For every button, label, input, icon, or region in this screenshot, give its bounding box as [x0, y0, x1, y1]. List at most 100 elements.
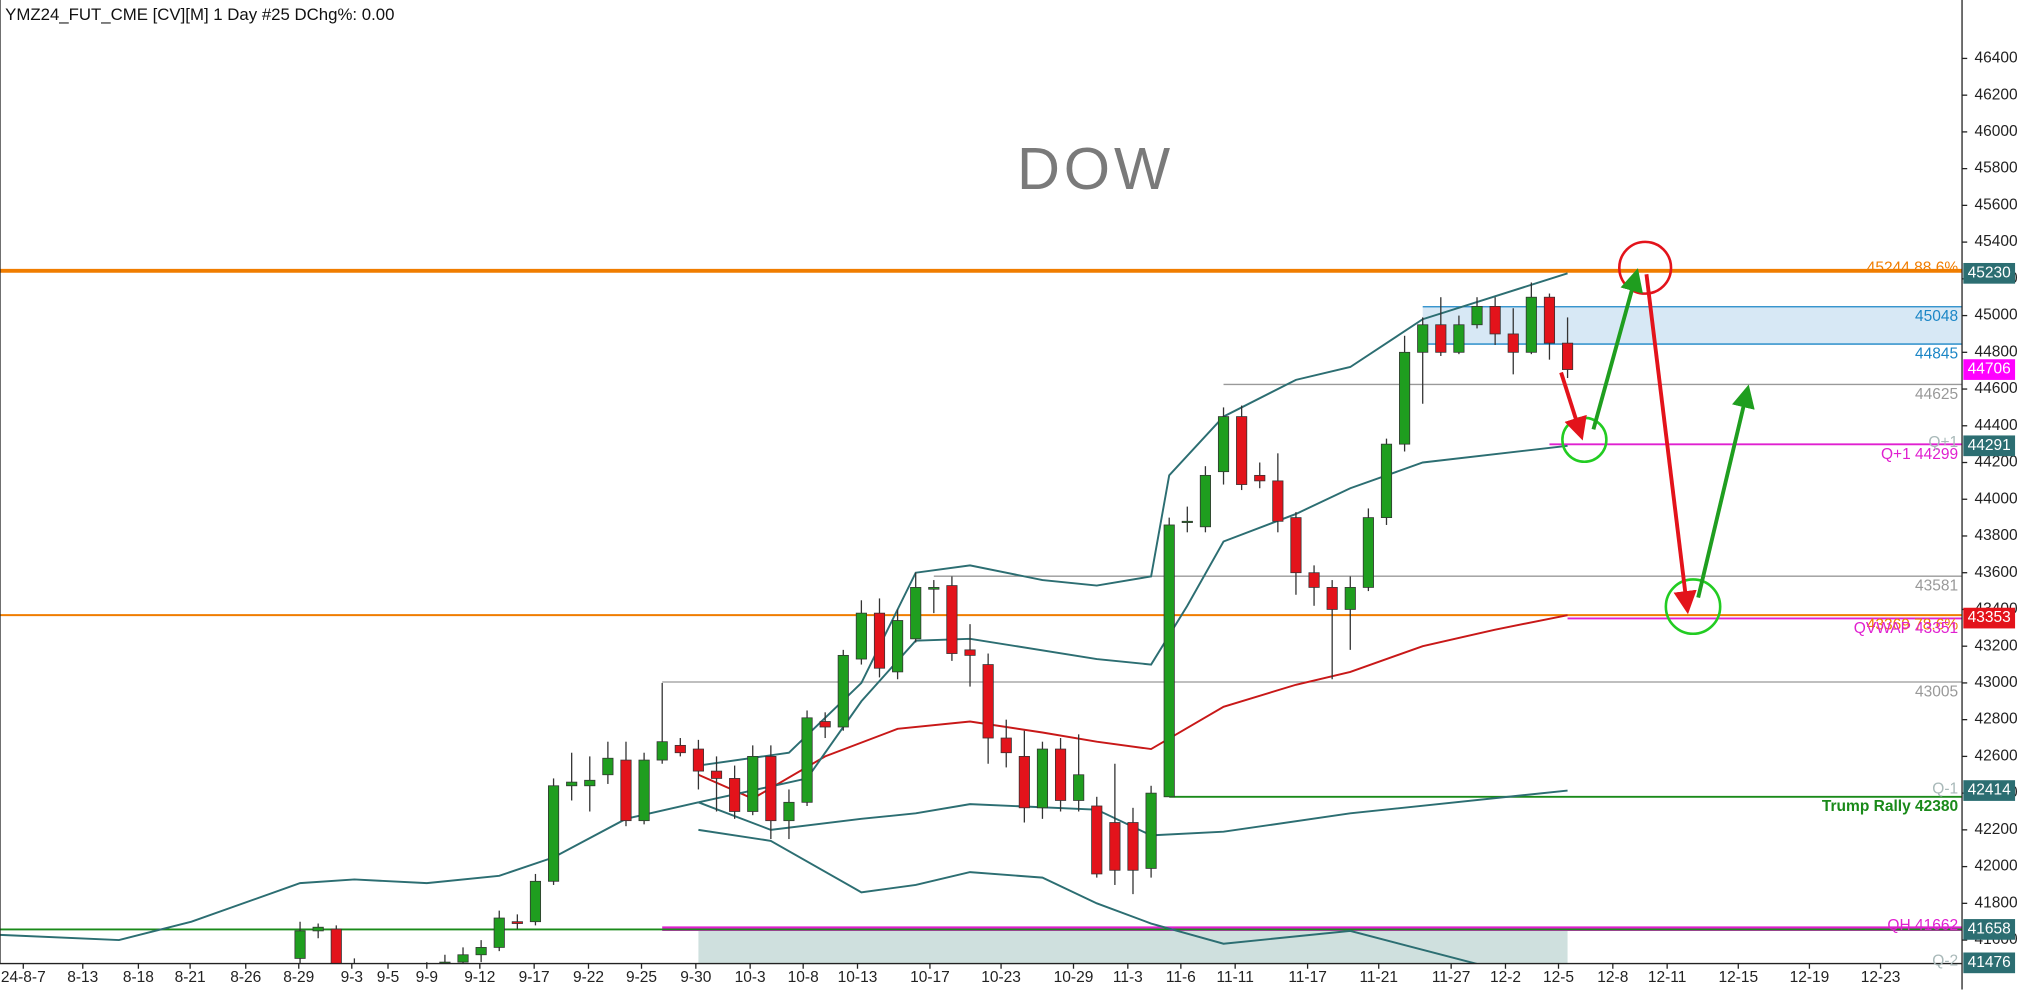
candle-body: [1127, 822, 1139, 871]
x-tick-label: 10-29: [1054, 969, 1094, 986]
candle-body: [710, 770, 723, 779]
candle-body: [584, 779, 596, 787]
candle-body: [1435, 324, 1447, 353]
candle-body: [873, 612, 886, 669]
candle-body: [1091, 805, 1103, 875]
x-tick-label: 9-12: [464, 969, 495, 986]
candle-body: [1036, 748, 1049, 809]
overlay-line: [698, 272, 1568, 767]
candle-body: [1018, 756, 1030, 809]
price-tag-label: 44706: [1968, 361, 2011, 378]
x-tick-label: 8-13: [67, 969, 98, 986]
candle-body: [1217, 416, 1230, 473]
y-tick-label: 46400: [1974, 50, 2018, 67]
x-tick-label: 9-5: [377, 969, 399, 986]
price-tag: [1963, 262, 2016, 284]
price-tag-label: 45230: [1968, 264, 2012, 281]
price-tag-label: 44291: [1968, 437, 2011, 454]
level-label: 43005: [1915, 683, 1958, 700]
price-tag: [1963, 607, 2016, 629]
candle-body: [1417, 324, 1429, 353]
quarter-tag: Q-2: [1932, 953, 1958, 970]
price-tag: [1963, 952, 2016, 974]
level-label: 45244 88.6%: [1867, 259, 1959, 276]
price-tag-label: 42414: [1968, 782, 2012, 799]
candle-body: [312, 926, 324, 932]
candle-body: [566, 781, 578, 787]
candle-body: [1525, 296, 1537, 353]
watermark: DOW: [1017, 135, 1174, 202]
x-tick-label: 12-2: [1490, 969, 1521, 986]
y-tick-label: 45000: [1974, 307, 2018, 324]
price-tag-label: 41476: [1968, 954, 2011, 971]
candle-body: [1308, 572, 1320, 588]
candle-body: [855, 612, 867, 660]
y-tick-label: 43600: [1974, 564, 2018, 581]
level-label: 43369 78.6%: [1867, 617, 1959, 634]
candle-body: [910, 587, 922, 640]
level-label: 44845: [1915, 345, 1958, 362]
x-tick-label: 24-8-7: [1, 969, 46, 986]
price-tag-label: 43353: [1968, 609, 2011, 626]
x-tick-label: 8-21: [175, 969, 206, 986]
candle-body: [294, 930, 306, 959]
x-tick-label: 11-6: [1166, 969, 1196, 986]
candle-body: [892, 620, 904, 673]
candle-body: [1272, 480, 1284, 522]
level-label: QVWAP 43351: [1854, 620, 1958, 637]
zone: [1422, 306, 1963, 345]
candle-body: [765, 756, 777, 822]
candle-body: [1399, 351, 1411, 445]
level-label: 44625: [1915, 386, 1958, 403]
y-tick-label: 45600: [1974, 196, 2018, 213]
y-tick-label: 44600: [1974, 380, 2018, 397]
y-tick-label: 44400: [1974, 417, 2018, 434]
candle-body: [1543, 296, 1556, 344]
price-tag: [1963, 435, 2016, 457]
chart-title: YMZ24_FUT_CME [CV][M] 1 Day #25 DChg%: 0…: [5, 5, 394, 24]
x-tick-label: 8-18: [123, 969, 154, 986]
x-tick-label: 10-17: [910, 969, 950, 986]
candle-body: [1561, 342, 1574, 370]
candle-body: [692, 748, 704, 772]
level-label: 43581: [1915, 578, 1958, 595]
candle-body: [475, 947, 487, 956]
overlay-line: [698, 614, 1568, 800]
x-tick-label: 11-11: [1216, 969, 1253, 986]
candle-body: [547, 785, 560, 882]
price-tag: [1963, 359, 2016, 380]
x-tick-label: 11-27: [1432, 969, 1471, 986]
x-tick-label: 12-5: [1543, 969, 1574, 986]
candle-body: [747, 756, 759, 812]
candle-body: [620, 759, 632, 822]
x-tick-label: 9-9: [416, 969, 438, 986]
quarter-tag: Q+1: [1928, 434, 1958, 451]
candle-body: [1199, 474, 1211, 528]
arrow: [1696, 384, 1755, 599]
y-tick-label: 41800: [1974, 894, 2018, 911]
x-tick-label: 11-3: [1113, 969, 1143, 986]
candle-body: [1507, 333, 1519, 353]
arrow: [1644, 273, 1697, 615]
level-label: 45048: [1915, 308, 1958, 325]
annotations: [1559, 240, 1755, 636]
x-tick-label: 10-13: [838, 969, 878, 986]
zone: [698, 929, 1568, 964]
x-tick-label: 8-29: [283, 969, 314, 986]
candle-body: [638, 759, 650, 822]
candle-body: [928, 587, 940, 590]
candle-body: [1489, 306, 1501, 335]
x-tick-label: 11-17: [1288, 969, 1327, 986]
x-tick-label: 12-8: [1597, 969, 1628, 986]
candle-body: [1362, 517, 1374, 588]
y-tick-label: 46200: [1974, 86, 2018, 103]
target-circle: [1664, 578, 1722, 636]
y-tick-label: 42800: [1974, 711, 2018, 728]
y-tick-label: 43800: [1974, 527, 2018, 544]
candle-body: [439, 961, 451, 964]
arrow: [1559, 371, 1587, 441]
candle-body: [801, 717, 813, 803]
y-tick-label: 45400: [1974, 233, 2018, 250]
x-tick-label: 9-30: [680, 969, 711, 986]
